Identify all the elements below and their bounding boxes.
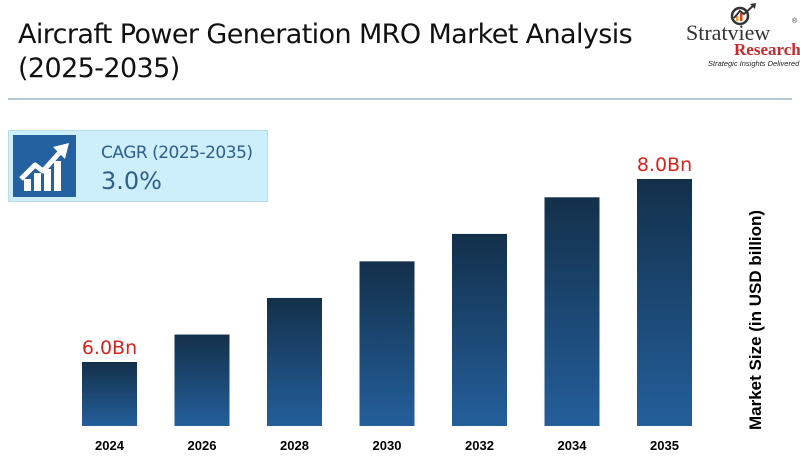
data-label: 6.0Bn (82, 337, 137, 359)
title-line-2: (2025-2035) (18, 53, 180, 84)
x-tick-label: 2026 (188, 438, 217, 453)
bar-2028 (267, 297, 322, 426)
bar-2024 (82, 362, 137, 426)
logo-brand: Stratview (686, 20, 771, 45)
logo-tagline: Strategic Insights Delivered (708, 59, 800, 68)
data-label: 8.0Bn (637, 154, 692, 176)
logo-registered: ® (792, 18, 798, 25)
bar-2034 (544, 197, 600, 426)
bar-2026 (174, 334, 230, 426)
y-axis-label: Market Size (in USD billion) (746, 209, 765, 430)
x-tick-label: 2024 (95, 438, 125, 453)
cagr-label: CAGR (2025-2035) (101, 143, 253, 163)
title-line-1: Aircraft Power Generation MRO Market Ana… (18, 19, 633, 50)
x-tick-label: 2032 (465, 438, 494, 453)
cagr-box: CAGR (2025-2035) 3.0% (8, 130, 268, 202)
header-divider (8, 98, 792, 100)
x-tick-label: 2034 (558, 438, 588, 453)
x-tick-label: 2030 (373, 438, 402, 453)
x-tick-label: 2028 (280, 438, 309, 453)
bar-2030 (359, 261, 415, 426)
cagr-value: 3.0% (101, 167, 162, 195)
stratview-logo: Stratview ® Research Strategic Insights … (676, 2, 800, 72)
bar-2035 (637, 179, 692, 426)
magnifier-chart-icon (730, 3, 756, 26)
growth-chart-icon (13, 135, 76, 197)
logo-sub: Research (734, 40, 800, 59)
bar-2032 (452, 233, 507, 426)
page-title: Aircraft Power Generation MRO Market Ana… (18, 18, 633, 86)
x-tick-label: 2035 (650, 438, 679, 453)
